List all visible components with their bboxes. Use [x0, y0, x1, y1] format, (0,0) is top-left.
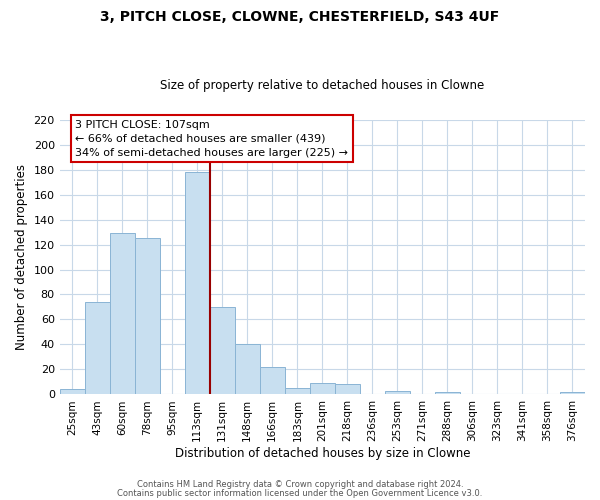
Bar	[210, 307, 235, 394]
Text: 3 PITCH CLOSE: 107sqm
← 66% of detached houses are smaller (439)
34% of semi-det: 3 PITCH CLOSE: 107sqm ← 66% of detached …	[76, 120, 349, 158]
Bar	[260, 367, 285, 394]
Text: Contains HM Land Registry data © Crown copyright and database right 2024.: Contains HM Land Registry data © Crown c…	[137, 480, 463, 489]
Bar	[235, 344, 260, 395]
Bar	[435, 392, 460, 394]
Bar	[285, 388, 310, 394]
Bar	[310, 383, 335, 394]
Bar	[85, 302, 110, 394]
Bar	[59, 390, 85, 394]
Bar	[335, 384, 360, 394]
Bar	[110, 234, 135, 394]
Bar	[185, 172, 210, 394]
Text: Contains public sector information licensed under the Open Government Licence v3: Contains public sector information licen…	[118, 488, 482, 498]
Text: 3, PITCH CLOSE, CLOWNE, CHESTERFIELD, S43 4UF: 3, PITCH CLOSE, CLOWNE, CHESTERFIELD, S4…	[100, 10, 500, 24]
Bar	[385, 390, 410, 394]
Y-axis label: Number of detached properties: Number of detached properties	[15, 164, 28, 350]
X-axis label: Distribution of detached houses by size in Clowne: Distribution of detached houses by size …	[175, 447, 470, 460]
Bar	[560, 392, 585, 394]
Bar	[135, 238, 160, 394]
Title: Size of property relative to detached houses in Clowne: Size of property relative to detached ho…	[160, 79, 484, 92]
